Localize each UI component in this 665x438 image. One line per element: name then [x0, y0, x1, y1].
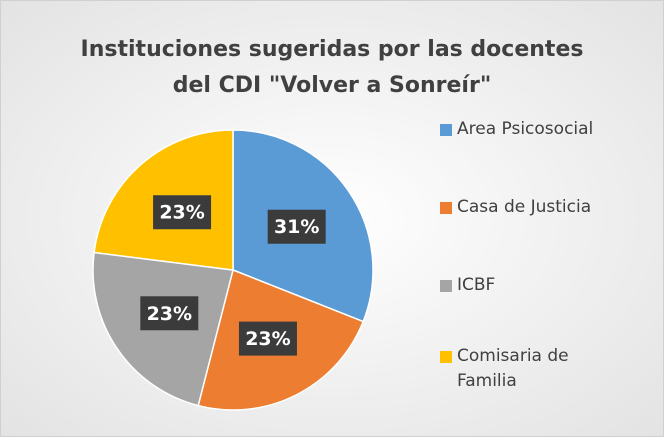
data-label: 23% [159, 202, 204, 224]
legend-label: ICBF [457, 275, 496, 295]
legend-label: Casa de Justicia [457, 197, 592, 217]
legend-swatch [440, 124, 452, 136]
data-label-box [267, 209, 326, 244]
legend-label: Area Psicosocial [457, 119, 594, 139]
data-label-box [153, 195, 212, 230]
chart-title: del CDI "Volver a Sonreír" [173, 73, 492, 98]
legend-item: ICBF [440, 273, 632, 298]
legend-item: Casa de Justicia [440, 195, 632, 220]
legend-swatch [440, 280, 452, 292]
legend-swatch [440, 202, 452, 214]
chart-title: Instituciones sugeridas por las docentes [81, 37, 584, 62]
legend-item: Area Psicosocial [440, 117, 632, 142]
data-label: 23% [245, 328, 290, 350]
legend-swatch [440, 351, 452, 363]
data-label-box [238, 321, 297, 356]
data-label: 23% [147, 303, 192, 325]
data-label: 31% [274, 216, 319, 238]
data-label-box [140, 296, 199, 331]
legend-label: Comisaria de Familia [457, 346, 569, 391]
legend-item: Comisaria de Familia [440, 344, 597, 394]
